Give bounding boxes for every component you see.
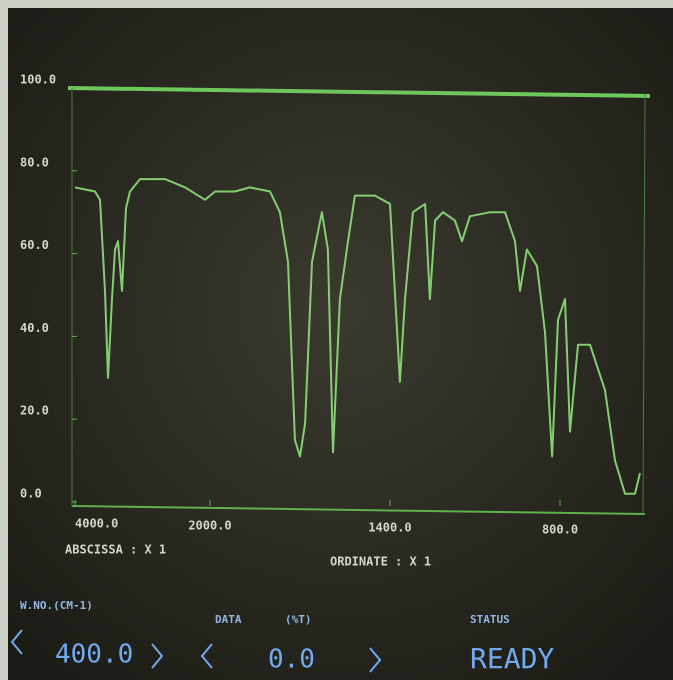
x-tick-label: 4000.0 <box>75 517 118 531</box>
y-tick-label: 80.0 <box>20 155 49 169</box>
page: {"chart_data": { "type": "line", "color"… <box>0 0 673 680</box>
data-unit: (%T) <box>285 613 312 626</box>
y-tick-label: 20.0 <box>20 404 49 418</box>
y-tick-label: 0.0 <box>20 487 42 501</box>
y-tick-label: 100.0 <box>20 73 56 87</box>
y-tick-label: 60.0 <box>20 238 49 252</box>
wavenumber-label: W.NO.(CM-1) <box>20 599 93 612</box>
status-value: READY <box>470 642 554 675</box>
data-label: DATA <box>215 613 242 626</box>
y-tick-label: 40.0 <box>20 321 49 335</box>
x-tick-label: 2000.0 <box>188 519 231 533</box>
data-value: 0.0 <box>268 645 315 675</box>
x-tick-label: 1400.0 <box>368 521 411 535</box>
ordinate-label: ORDINATE : X 1 <box>330 555 431 569</box>
abscissa-label: ABSCISSA : X 1 <box>65 543 166 557</box>
status-label: STATUS <box>470 613 510 626</box>
wavenumber-value: 400.0 <box>55 640 133 670</box>
screen: ABSCISSA : X 1 ORDINATE : X 1 W.NO.(CM-1… <box>0 0 673 680</box>
x-tick-label: 800.0 <box>542 523 578 537</box>
